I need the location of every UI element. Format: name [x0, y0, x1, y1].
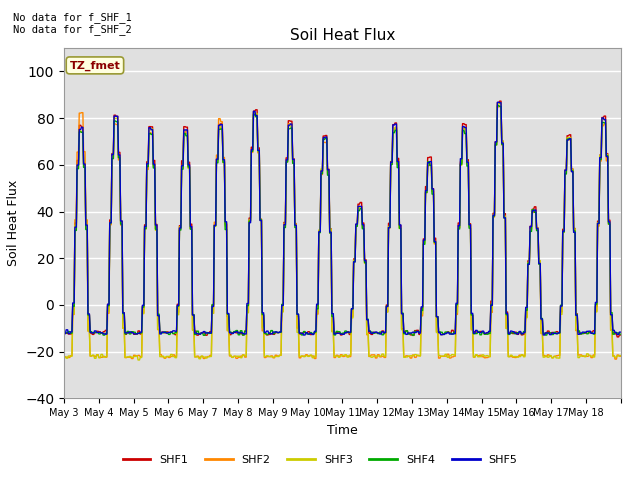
Title: Soil Heat Flux: Soil Heat Flux: [290, 28, 395, 43]
Text: No data for f_SHF_1
No data for f_SHF_2: No data for f_SHF_1 No data for f_SHF_2: [13, 12, 132, 36]
Legend: SHF1, SHF2, SHF3, SHF4, SHF5: SHF1, SHF2, SHF3, SHF4, SHF5: [118, 451, 522, 469]
Y-axis label: Soil Heat Flux: Soil Heat Flux: [6, 180, 20, 266]
Text: TZ_fmet: TZ_fmet: [70, 60, 120, 71]
X-axis label: Time: Time: [327, 424, 358, 437]
